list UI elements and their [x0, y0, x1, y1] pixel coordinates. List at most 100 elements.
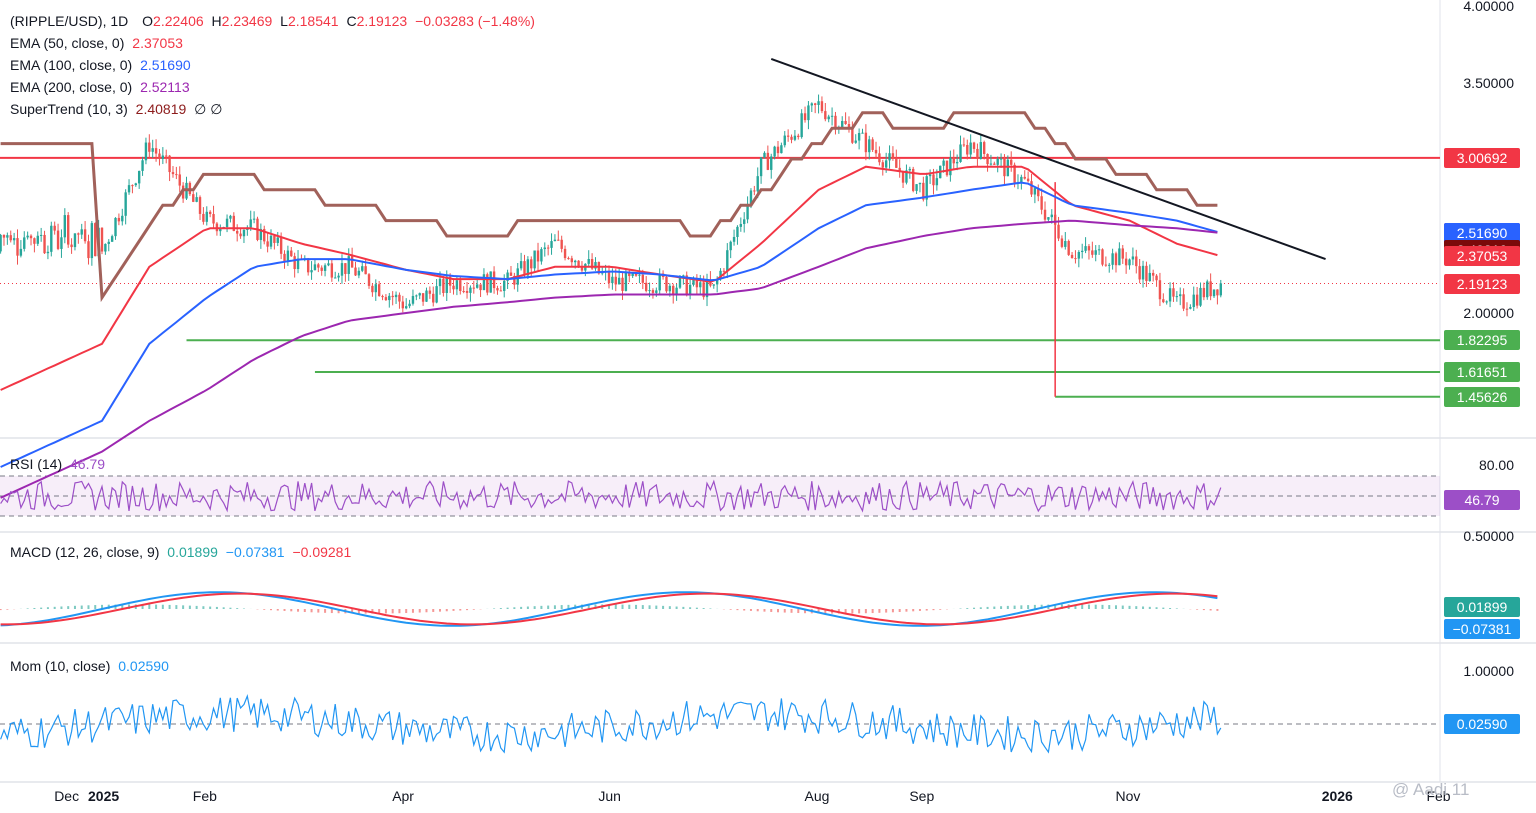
macd-histogram-bar [682, 606, 685, 609]
candle-body [834, 115, 837, 130]
ema50-value: 2.37053 [132, 35, 183, 51]
macd-histogram-bar [1033, 604, 1036, 609]
candle-body [753, 190, 756, 192]
candle-body [810, 103, 813, 106]
macd-histogram-bar [648, 605, 651, 609]
candle-body [699, 282, 702, 288]
candle-body [6, 235, 9, 238]
macd-histogram-bar [276, 609, 279, 611]
rsi-line [0, 479, 1222, 513]
macd-value: −0.07381 [225, 544, 285, 560]
candle-body [347, 256, 350, 274]
macd-histogram-bar [60, 606, 63, 609]
candle-body [90, 223, 94, 259]
macd-histogram-bar [986, 606, 989, 609]
candle-body [962, 144, 966, 146]
candle-body [628, 271, 631, 277]
candle-body [675, 287, 678, 295]
candle-body [1006, 159, 1010, 177]
high-value: 2.23469 [221, 13, 273, 29]
candle-body [1206, 281, 1209, 298]
time-axis-label: Apr [392, 788, 414, 804]
macd-histogram-bar [1148, 606, 1151, 609]
candle-body [519, 261, 523, 269]
candle-body [320, 267, 323, 271]
macd-histogram-bar [1121, 605, 1124, 609]
ema200-label: EMA (200, close, 0) [10, 79, 133, 95]
candle-body [503, 280, 506, 291]
candle-body [73, 233, 77, 248]
candle-body [651, 290, 655, 293]
candle-body [888, 153, 891, 161]
macd-histogram-bar [1175, 608, 1178, 609]
candle-body [634, 273, 638, 276]
macd-histogram-bar [175, 605, 178, 609]
macd-histogram-bar [141, 604, 144, 609]
macd-histogram-bar [33, 608, 36, 609]
macd-histogram-bar [472, 609, 475, 610]
candle-body [141, 160, 144, 171]
candle-body [1182, 294, 1185, 309]
candle-body [1033, 188, 1037, 195]
candle-body [117, 217, 121, 222]
candle-body [678, 277, 682, 288]
macd-histogram-bar [405, 609, 408, 614]
macd-histogram-bar [168, 604, 171, 609]
candle-body [388, 295, 391, 301]
candle-body [1141, 265, 1145, 280]
candle-body [252, 218, 256, 220]
candle-body [928, 174, 932, 177]
open-label: O [142, 13, 154, 29]
candle-body [1070, 254, 1074, 259]
macd-histogram-bar [1128, 605, 1131, 609]
macd-histogram-bar [452, 609, 455, 611]
candle-body [827, 116, 830, 120]
candle-body [121, 215, 124, 222]
candle-body [1094, 250, 1097, 255]
time-axis-label: Nov [1115, 788, 1141, 804]
macd-histogram-bar [966, 608, 969, 609]
candle-body [783, 135, 786, 146]
macd-histogram-bar [925, 609, 928, 611]
candle-body [469, 287, 472, 293]
candle-body [317, 264, 320, 268]
macd-histogram-bar [858, 609, 861, 614]
macd-histogram-bar [229, 607, 232, 609]
macd-histogram-bar [371, 609, 374, 614]
candle-body [952, 157, 955, 164]
macd-histogram-bar [188, 605, 191, 609]
macd-histogram-bar [1101, 604, 1104, 609]
candle-body [1192, 294, 1195, 308]
candle-body [131, 185, 134, 187]
candle-body [1037, 188, 1040, 197]
macd-histogram-bar [641, 605, 644, 609]
macd-histogram-bar [560, 605, 563, 609]
macd-tick: 0.50000 [1463, 528, 1514, 544]
candle-body [817, 101, 820, 105]
ema100-label: EMA (100, close, 0) [10, 57, 133, 73]
candle-body [1179, 294, 1182, 297]
candle-body [442, 278, 445, 293]
macd-histogram-bar [797, 609, 800, 614]
mom-legend: Mom (10, close) 0.02590 [10, 655, 173, 677]
candle-body [925, 176, 928, 200]
candle-body [1202, 287, 1206, 298]
macd-histogram-bar [411, 609, 414, 613]
supertrend-line [0, 111, 1218, 303]
macd-histogram-bar [357, 609, 360, 614]
watermark: @ Aadi 11 [1392, 780, 1470, 799]
ema200-line [0, 219, 1218, 499]
candle-body [1216, 289, 1219, 296]
candle-body [1026, 178, 1030, 182]
candle-body [743, 219, 746, 224]
ema200-legend: EMA (200, close, 0) 2.52113 [10, 76, 194, 98]
candle-body [229, 215, 232, 219]
macd-histogram-bar [0, 609, 2, 611]
candle-body [1030, 181, 1033, 195]
candle-body [550, 241, 553, 248]
macd-histogram-bar [1074, 604, 1077, 609]
macd-histogram-bar [662, 605, 665, 609]
macd-histogram-bar [101, 604, 103, 609]
macd-histogram-bar [912, 609, 915, 612]
